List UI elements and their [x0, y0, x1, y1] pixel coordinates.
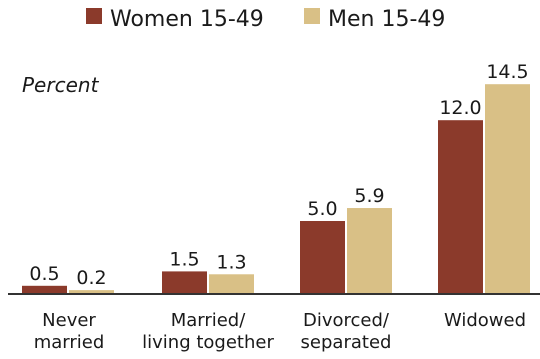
bar-women-0 — [22, 285, 67, 293]
value-label-men-2: 5.9 — [354, 185, 384, 207]
y-axis-label: Percent — [22, 73, 100, 97]
bars-layer — [22, 84, 530, 293]
bar-men-2 — [347, 208, 392, 293]
legend-swatch-women — [86, 8, 102, 24]
value-label-women-1: 1.5 — [169, 248, 199, 270]
value-label-women-2: 5.0 — [307, 198, 337, 220]
category-label-2: Divorced/separated — [301, 310, 392, 353]
value-label-women-0: 0.5 — [29, 263, 59, 285]
legend-swatch-men — [304, 8, 320, 24]
bar-women-3 — [438, 120, 483, 293]
legend: Women 15-49 Men 15-49 — [86, 7, 445, 32]
category-label-3: Widowed — [444, 310, 526, 331]
value-label-women-3: 12.0 — [439, 97, 481, 119]
category-label-1: Married/living together — [142, 310, 274, 353]
value-labels-layer: 0.5 1.5 5.0 12.0 0.2 1.3 5.9 14.5 — [29, 61, 528, 289]
value-label-men-0: 0.2 — [76, 267, 106, 289]
category-labels-layer: Never married Married/living together Divor… — [34, 310, 526, 353]
legend-label-women: Women 15-49 — [110, 7, 264, 32]
bar-men-0 — [69, 290, 114, 293]
legend-label-men: Men 15-49 — [328, 7, 445, 32]
category-label-0: Never married — [34, 310, 105, 353]
bar-women-2 — [300, 221, 345, 293]
bar-men-3 — [485, 84, 530, 293]
bar-men-1 — [209, 274, 254, 293]
value-label-men-1: 1.3 — [216, 251, 246, 273]
value-label-men-3: 14.5 — [486, 61, 528, 83]
bar-women-1 — [162, 271, 207, 293]
